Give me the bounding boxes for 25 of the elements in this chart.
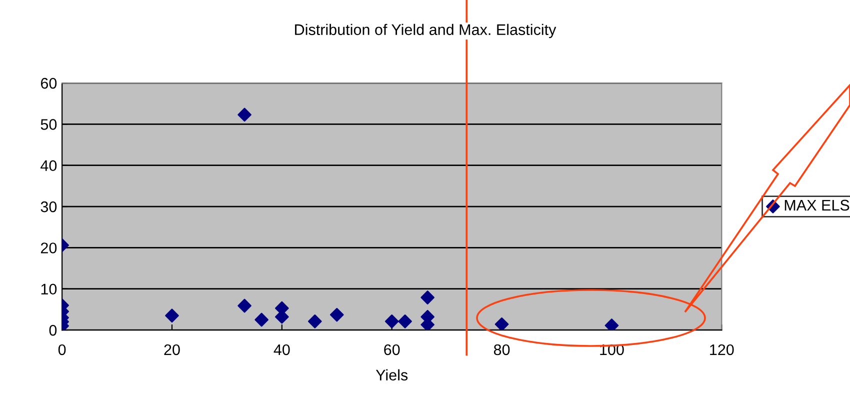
y-tick-label: 60	[40, 78, 57, 89]
point	[238, 298, 252, 313]
x-tick-label: 20	[164, 344, 180, 356]
point	[384, 314, 399, 328]
point	[494, 317, 509, 330]
x-tick-label: 0	[58, 344, 66, 356]
point	[238, 108, 252, 122]
y-tick-label: 20	[40, 242, 57, 254]
x-tick-label: 80	[494, 344, 510, 356]
point	[254, 312, 268, 327]
x-axis-title: Yiels	[376, 369, 408, 380]
point	[398, 314, 412, 328]
y-tick-label: 0	[49, 324, 57, 336]
chart-title: Distribution of Yield and Max. Elasticity	[295, 24, 556, 38]
y-tick-label: 30	[40, 201, 57, 212]
legend-label: MAX ELS	[784, 200, 850, 211]
y-tick-label: 50	[40, 119, 57, 130]
x-tick-label: 60	[384, 344, 400, 356]
x-tick-label: 40	[274, 344, 290, 356]
point	[330, 308, 344, 322]
y-tick-label: 40	[40, 160, 57, 172]
y-tick-label: 10	[41, 284, 57, 295]
point	[308, 314, 322, 328]
point	[420, 290, 434, 304]
x-tick-label: 120	[710, 344, 734, 356]
